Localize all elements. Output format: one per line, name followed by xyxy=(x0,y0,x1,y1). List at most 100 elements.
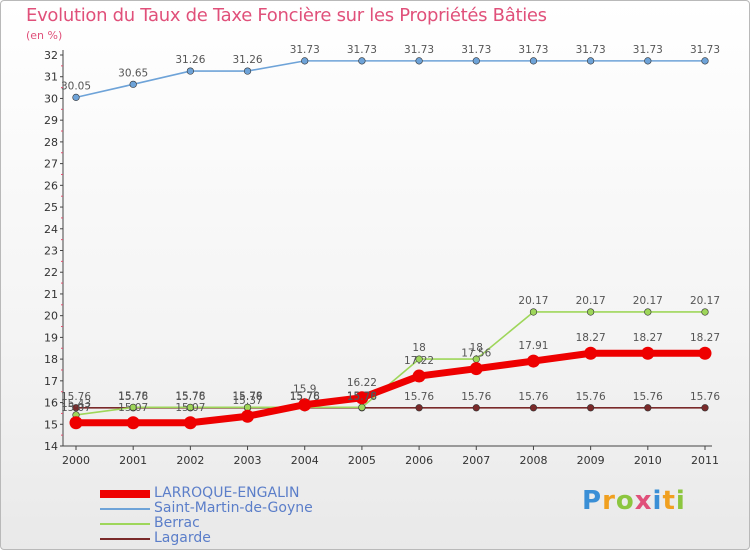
data-label-larroque-engalin: 18.27 xyxy=(690,332,720,344)
data-label-larroque-engalin: 15.07 xyxy=(175,402,205,414)
y-tick-label: 22 xyxy=(44,266,58,279)
data-label-saint-martin-de-goyne: 31.26 xyxy=(233,54,263,66)
logo-letter: x xyxy=(634,486,653,516)
series-line-berrac xyxy=(75,311,706,416)
logo-letter: r xyxy=(602,486,616,516)
data-label-larroque-engalin: 15.07 xyxy=(118,402,148,414)
series-line-saint-martin-de-goyne xyxy=(75,60,706,99)
data-label-lagarde: 15.76 xyxy=(461,391,491,403)
data-point-saint-martin-de-goyne xyxy=(129,80,137,88)
data-label-saint-martin-de-goyne: 30.05 xyxy=(61,80,91,92)
data-label-berrac: 20.17 xyxy=(690,295,720,307)
legend-label: Berrac xyxy=(154,515,200,531)
y-tick-label: 17 xyxy=(44,375,58,388)
data-label-lagarde: 15.76 xyxy=(175,391,205,403)
data-point-saint-martin-de-goyne xyxy=(72,93,80,101)
data-point-berrac xyxy=(701,308,709,316)
data-label-saint-martin-de-goyne: 31.73 xyxy=(347,44,377,56)
data-label-saint-martin-de-goyne: 31.73 xyxy=(576,44,606,56)
y-tick-label: 19 xyxy=(44,331,58,344)
data-point-saint-martin-de-goyne xyxy=(186,67,194,75)
axes: 14 15 16 17 18 19 20 21 22 23 24 25 26 27 28 29 30 31 32 20… xyxy=(44,49,719,467)
data-point-larroque-engalin xyxy=(183,416,197,430)
y-tick-label: 29 xyxy=(44,114,58,127)
data-point-larroque-engalin xyxy=(641,346,655,360)
data-label-saint-martin-de-goyne: 31.73 xyxy=(518,44,548,56)
y-tick-label: 16 xyxy=(44,397,58,410)
legend-label: Lagarde xyxy=(154,530,211,546)
x-tick-label: 2009 xyxy=(577,454,605,467)
data-point-lagarde xyxy=(701,404,709,412)
y-tick-label: 25 xyxy=(44,201,58,214)
data-point-larroque-engalin xyxy=(469,362,483,376)
data-label-saint-martin-de-goyne: 31.73 xyxy=(461,44,491,56)
data-point-larroque-engalin xyxy=(355,391,369,405)
x-tick-label: 2001 xyxy=(119,454,147,467)
data-label-berrac: 18 xyxy=(412,342,425,354)
data-point-lagarde xyxy=(472,404,480,412)
y-tick-label: 24 xyxy=(44,223,58,236)
data-point-lagarde xyxy=(529,404,538,412)
y-tick-label: 14 xyxy=(44,440,58,453)
data-label-lagarde: 15.76 xyxy=(61,391,91,403)
legend-label: LARROQUE-ENGALIN xyxy=(154,485,300,501)
logo-letter: i xyxy=(675,486,686,516)
logo-letter: P xyxy=(582,486,603,516)
data-label-saint-martin-de-goyne: 31.73 xyxy=(633,44,663,56)
data-point-lagarde xyxy=(644,404,652,412)
logo-letter: o xyxy=(615,486,635,516)
data-point-larroque-engalin xyxy=(69,416,83,430)
data-point-larroque-engalin xyxy=(241,409,255,423)
series-line-larroque-engalin xyxy=(72,349,709,427)
x-tick-label: 2007 xyxy=(462,454,490,467)
data-label-lagarde: 15.76 xyxy=(404,391,434,403)
data-label-lagarde: 15.76 xyxy=(347,391,377,403)
legend-swatch xyxy=(100,508,150,510)
data-point-larroque-engalin xyxy=(584,346,598,360)
data-label-berrac: 18 xyxy=(470,342,483,354)
y-tick-label: 23 xyxy=(44,245,58,258)
data-label-berrac: 15.78 xyxy=(175,390,205,402)
x-tick-label: 2002 xyxy=(176,454,204,467)
data-point-lagarde xyxy=(587,404,595,412)
data-label-larroque-engalin: 15.07 xyxy=(61,402,91,414)
x-tick-label: 2003 xyxy=(234,454,262,467)
data-label-larroque-engalin: 18.27 xyxy=(633,332,663,344)
data-point-berrac xyxy=(644,308,652,316)
data-label-larroque-engalin: 17.22 xyxy=(404,355,434,367)
data-point-saint-martin-de-goyne xyxy=(529,57,538,65)
data-point-saint-martin-de-goyne xyxy=(644,57,652,65)
data-label-larroque-engalin: 15.37 xyxy=(233,395,263,407)
x-tick-label: 2011 xyxy=(691,454,719,467)
data-point-larroque-engalin xyxy=(298,398,312,412)
data-point-berrac xyxy=(186,403,194,411)
y-tick-label: 28 xyxy=(44,136,58,149)
data-point-berrac xyxy=(415,355,423,363)
data-label-berrac: 20.17 xyxy=(576,295,606,307)
legend-swatch xyxy=(100,490,150,498)
data-label-lagarde: 15.76 xyxy=(233,391,263,403)
data-label-lagarde: 15.76 xyxy=(576,391,606,403)
y-tick-label: 27 xyxy=(44,158,58,171)
x-tick-label: 2005 xyxy=(348,454,376,467)
data-label-lagarde: 15.76 xyxy=(690,391,720,403)
data-label-saint-martin-de-goyne: 31.26 xyxy=(175,54,205,66)
data-label-lagarde: 15.76 xyxy=(633,391,663,403)
data-label-berrac: 15.78 xyxy=(233,390,263,402)
x-tick-label: 2004 xyxy=(291,454,319,467)
x-tick-label: 2006 xyxy=(405,454,433,467)
x-tick-label: 2008 xyxy=(519,454,547,467)
y-tick-label: 26 xyxy=(44,179,58,192)
data-point-berrac xyxy=(587,308,595,316)
data-label-berrac: 15.78 xyxy=(290,390,320,402)
data-point-lagarde xyxy=(415,404,423,412)
logo-letter: i xyxy=(652,486,663,516)
data-label-lagarde: 15.76 xyxy=(290,391,320,403)
data-point-saint-martin-de-goyne xyxy=(415,57,423,65)
data-point-lagarde xyxy=(72,404,80,412)
data-point-larroque-engalin xyxy=(126,416,140,430)
data-point-saint-martin-de-goyne xyxy=(358,57,366,65)
y-tick-label: 18 xyxy=(44,353,58,366)
